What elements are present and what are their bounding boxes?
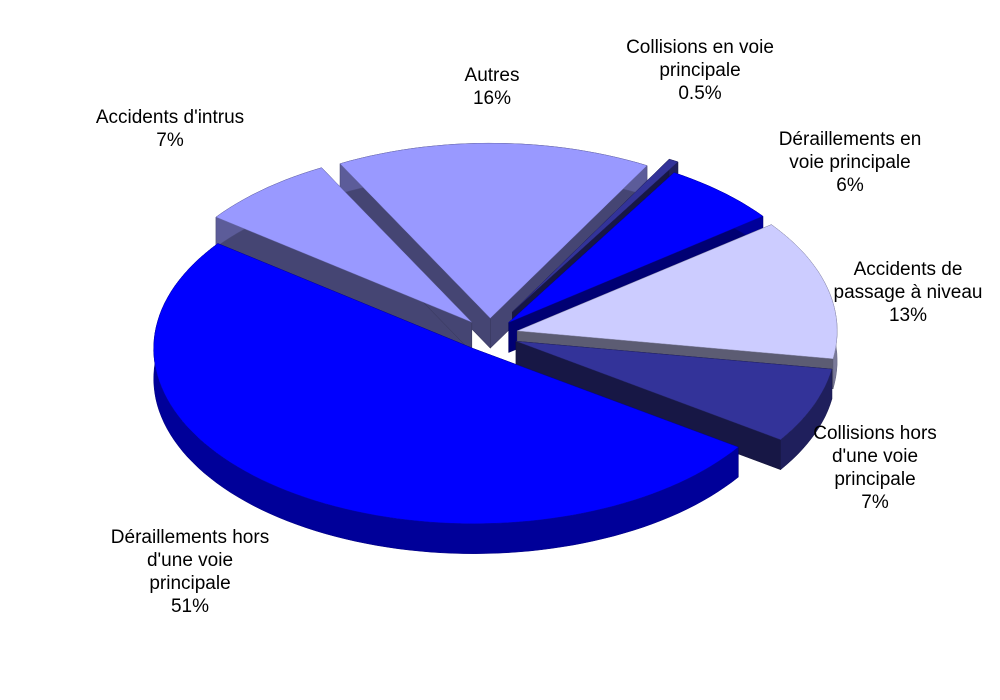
category-label: Déraillements hors d'une voie principale: [110, 527, 270, 594]
slice-top: [512, 158, 679, 312]
category-label: Accidents de passage à niveau: [833, 259, 983, 303]
category-label: Collisions hors d'une voie principale: [813, 423, 937, 490]
data-label: Déraillements en voie principale 6%: [760, 128, 940, 197]
value-label: 7%: [156, 130, 184, 151]
data-label: Collisions en voie principale 0.5%: [600, 36, 800, 105]
slice-top: [153, 243, 739, 524]
data-label: Déraillements hors d'une voie principale…: [110, 526, 270, 618]
value-label: 7%: [861, 492, 889, 513]
slice: [215, 167, 473, 353]
value-label: 6%: [836, 175, 864, 196]
slice: [153, 242, 739, 554]
category-label: Accidents d'intrus: [95, 107, 245, 128]
slice-top: [508, 172, 764, 323]
value-label: 16%: [472, 88, 512, 109]
value-label: 13%: [888, 305, 928, 326]
slice-top: [339, 142, 648, 319]
data-label: Collisions hors d'une voie principale 7%: [795, 422, 955, 514]
value-label: 51%: [170, 596, 210, 617]
data-label: Accidents de passage à niveau 13%: [823, 258, 993, 327]
category-label: Déraillements en voie principale: [778, 129, 922, 173]
slice-top: [515, 340, 833, 440]
value-label: 0.5%: [678, 83, 722, 104]
slice-top: [517, 224, 838, 360]
slice: [515, 340, 833, 471]
slice-top: [215, 167, 472, 323]
category-label: Autres: [464, 65, 520, 86]
category-label: Collisions en voie principale: [626, 37, 774, 81]
data-label: Accidents d'intrus 7%: [60, 106, 280, 152]
data-label: Autres 16%: [402, 64, 582, 110]
